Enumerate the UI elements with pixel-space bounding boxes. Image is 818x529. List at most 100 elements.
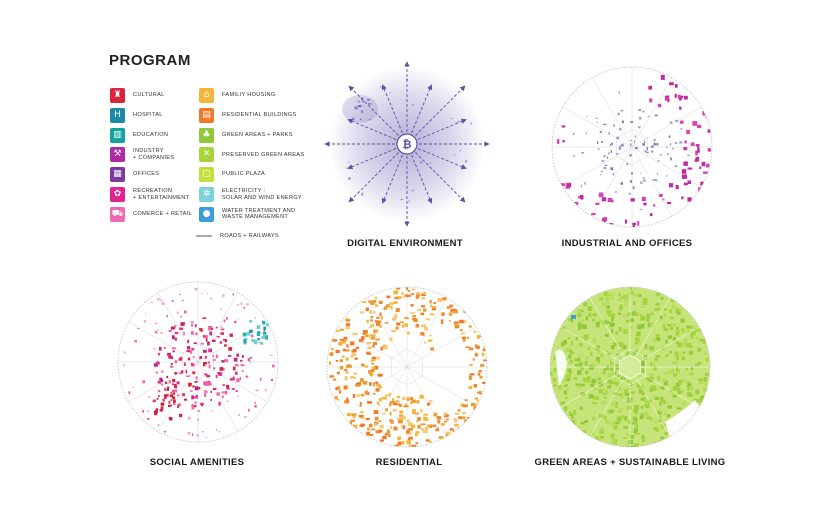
building-block [249, 320, 253, 323]
building-block [254, 402, 256, 404]
building-block [580, 383, 585, 387]
building-block [396, 395, 401, 399]
building-block [621, 393, 624, 399]
building-block [172, 389, 175, 392]
building-block [460, 403, 464, 407]
building-block [663, 307, 667, 311]
building-block [617, 373, 620, 377]
radial-road [629, 297, 671, 368]
building-block [168, 416, 172, 420]
building-block [134, 340, 137, 343]
building-block [659, 401, 662, 406]
building-block [695, 364, 700, 367]
building-block [627, 312, 632, 317]
building-block [234, 364, 239, 367]
building-block [379, 325, 382, 328]
building-block [553, 383, 557, 388]
legend-label: FAMILIY HOUSING [222, 92, 276, 99]
building-block [441, 312, 445, 316]
building-block [420, 428, 424, 431]
building-block [695, 144, 700, 147]
building-block [404, 323, 408, 327]
building-block [191, 324, 194, 327]
building-blocks [572, 91, 690, 211]
building-block [194, 386, 199, 391]
building-block [425, 318, 431, 321]
building-block [663, 411, 667, 416]
building-block [391, 398, 395, 402]
building-block [389, 301, 394, 305]
preserved-green-icon: ✕ [199, 147, 214, 163]
building-block [164, 387, 167, 391]
building-block [641, 323, 645, 329]
building-block [191, 404, 194, 407]
building-block [346, 397, 349, 401]
building-block [699, 380, 703, 384]
building-block [648, 377, 654, 382]
building-block [260, 341, 264, 345]
building-block [625, 319, 631, 323]
building-block [454, 423, 459, 427]
building-block [225, 390, 227, 395]
building-block [454, 322, 458, 326]
industrial-offices-diagram [551, 66, 713, 228]
building-block [577, 370, 582, 375]
radial-road [337, 366, 408, 408]
building-block [417, 424, 421, 429]
building-block [363, 329, 368, 334]
building-block [608, 131, 610, 135]
building-block [650, 322, 655, 328]
building-block [611, 199, 614, 203]
legend-label: RECREATION + ENTERTAINMENT [133, 188, 190, 201]
building-block [640, 413, 645, 417]
building-block [233, 366, 236, 371]
building-block [598, 383, 602, 387]
building-block [153, 347, 156, 350]
building-block [368, 103, 372, 105]
building-block [389, 411, 392, 416]
building-block [564, 384, 568, 387]
building-block [417, 292, 421, 297]
building-block [366, 99, 370, 101]
building-block [679, 120, 684, 124]
building-block [592, 318, 595, 322]
radial-road [562, 146, 633, 188]
building-block [628, 397, 633, 401]
building-block [667, 98, 670, 103]
building-block [705, 357, 709, 362]
building-block [596, 121, 598, 124]
building-block [647, 322, 653, 328]
building-block [572, 132, 575, 136]
building-block [232, 376, 235, 381]
building-block [632, 301, 636, 305]
building-block [661, 386, 665, 390]
building-block [264, 388, 267, 391]
building-block [433, 302, 436, 305]
building-block [602, 400, 606, 405]
building-block [612, 362, 616, 367]
building-block [613, 425, 618, 429]
legend-item: ▤ RESIDENTIAL BUILDINGS [199, 107, 296, 123]
building-block [265, 335, 268, 338]
building-block [652, 338, 656, 343]
building-block [662, 323, 666, 328]
building-block [204, 355, 207, 359]
building-block [465, 160, 468, 163]
building-block [153, 410, 157, 413]
building-block [668, 135, 671, 138]
building-block [611, 345, 615, 350]
building-block [655, 355, 661, 358]
building-block [642, 143, 645, 146]
building-block [604, 415, 607, 420]
building-block [567, 337, 571, 340]
building-block [639, 369, 645, 372]
building-block [555, 368, 559, 373]
building-block [420, 332, 425, 336]
building-block [413, 163, 415, 165]
building-block [244, 416, 247, 418]
building-block [197, 418, 199, 421]
building-block [169, 394, 174, 398]
building-block [606, 305, 610, 309]
building-block [468, 375, 472, 380]
building-block [639, 116, 642, 120]
